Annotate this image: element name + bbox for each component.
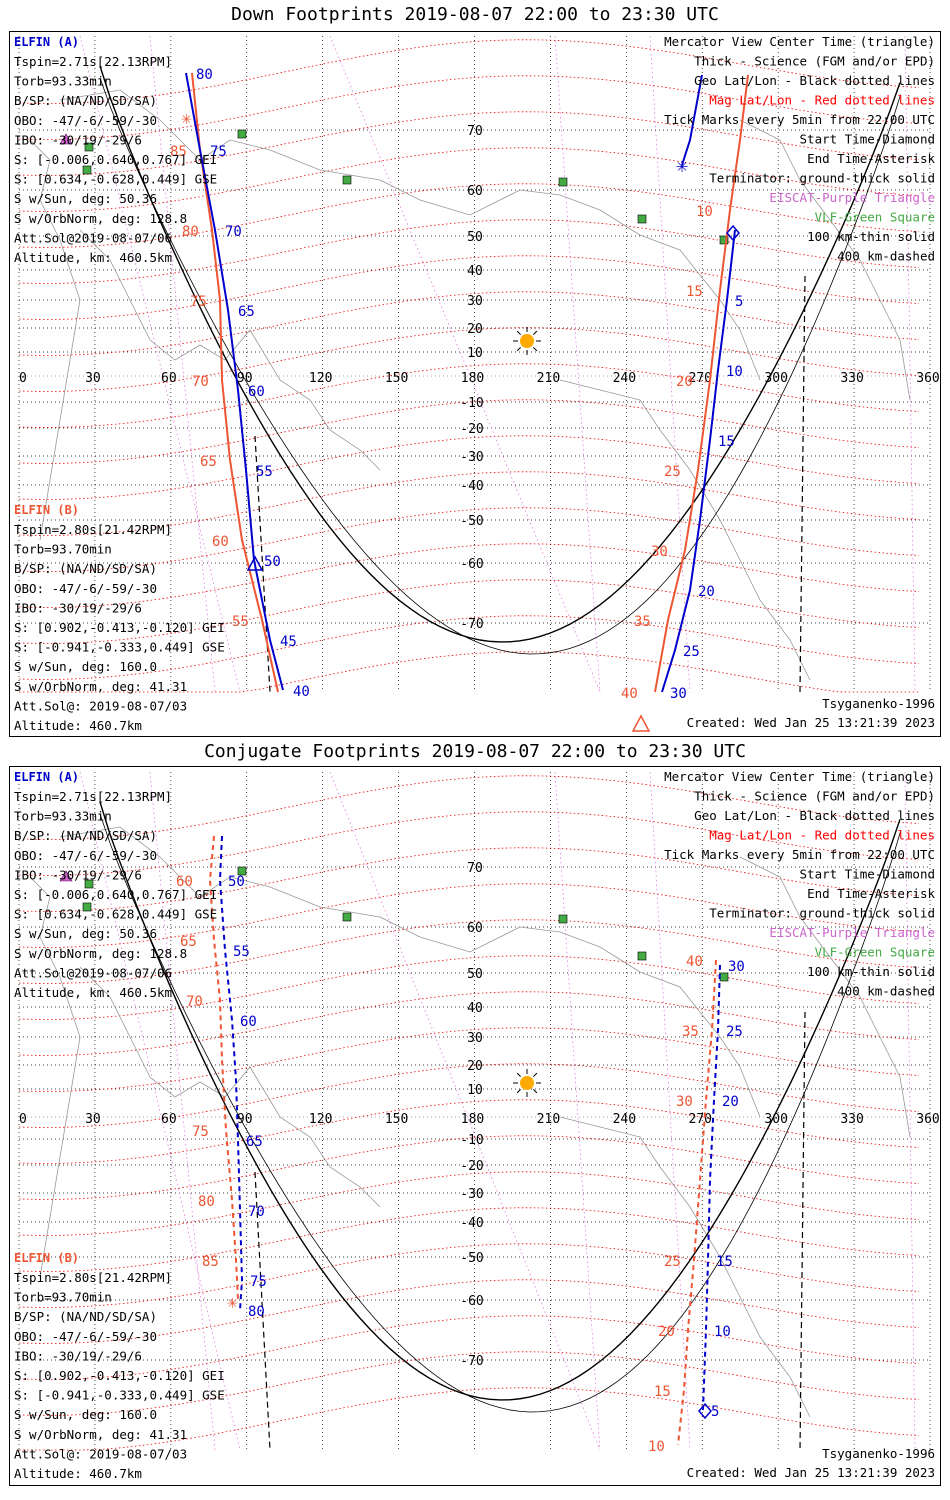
panel-2-title: Conjugate Footprints 2019-08-07 22:00 to…: [204, 741, 746, 762]
panel-2-frame: [9, 766, 941, 1486]
panel-1-frame: [9, 31, 941, 737]
panel-1-title: Down Footprints 2019-08-07 22:00 to 23:3…: [231, 4, 719, 25]
